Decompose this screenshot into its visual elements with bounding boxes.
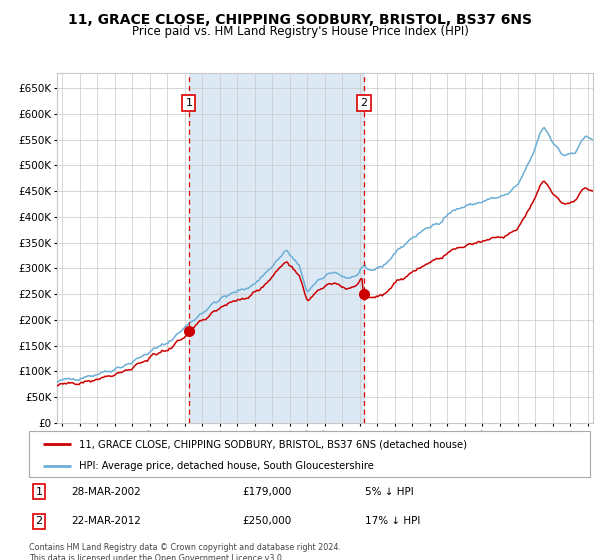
Text: 22-MAR-2012: 22-MAR-2012 — [71, 516, 141, 526]
Text: 1: 1 — [35, 487, 43, 497]
Text: £179,000: £179,000 — [242, 487, 292, 497]
Text: HPI: Average price, detached house, South Gloucestershire: HPI: Average price, detached house, Sout… — [79, 461, 374, 471]
Text: Price paid vs. HM Land Registry's House Price Index (HPI): Price paid vs. HM Land Registry's House … — [131, 25, 469, 38]
Text: 28-MAR-2002: 28-MAR-2002 — [71, 487, 140, 497]
Text: 2: 2 — [35, 516, 43, 526]
Text: Contains HM Land Registry data © Crown copyright and database right 2024.
This d: Contains HM Land Registry data © Crown c… — [29, 543, 341, 560]
Text: 11, GRACE CLOSE, CHIPPING SODBURY, BRISTOL, BS37 6NS: 11, GRACE CLOSE, CHIPPING SODBURY, BRIST… — [68, 13, 532, 27]
Text: 5% ↓ HPI: 5% ↓ HPI — [365, 487, 414, 497]
Text: 2: 2 — [361, 97, 368, 108]
Text: 1: 1 — [185, 97, 193, 108]
Bar — [189, 73, 364, 423]
Text: £250,000: £250,000 — [242, 516, 291, 526]
Text: 11, GRACE CLOSE, CHIPPING SODBURY, BRISTOL, BS37 6NS (detached house): 11, GRACE CLOSE, CHIPPING SODBURY, BRIST… — [79, 439, 467, 449]
Text: 17% ↓ HPI: 17% ↓ HPI — [365, 516, 421, 526]
FancyBboxPatch shape — [29, 431, 590, 477]
